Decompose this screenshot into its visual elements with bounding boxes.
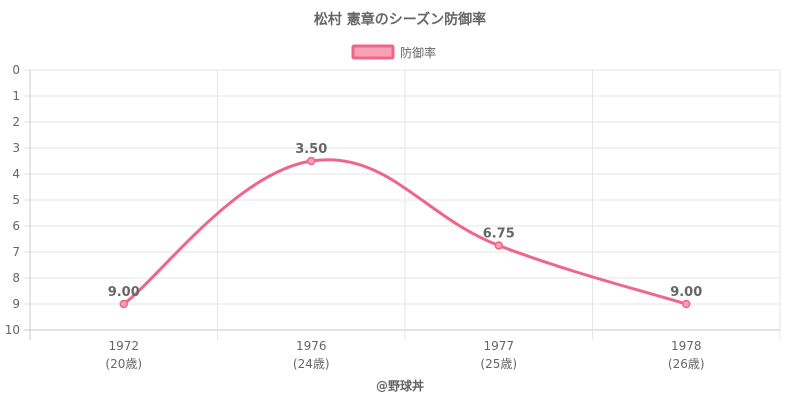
- y-tick-label: 9: [12, 297, 20, 311]
- legend-label-era[interactable]: 防御率: [400, 45, 436, 60]
- y-tick-label: 4: [12, 167, 20, 181]
- x-tick-age: (20歳): [105, 357, 142, 371]
- chart-title: 松村 憲章のシーズン防御率: [314, 11, 486, 28]
- y-tick-label: 2: [12, 115, 20, 129]
- y-tick-label: 6: [12, 219, 20, 233]
- data-point[interactable]: [494, 241, 503, 250]
- series-era: [119, 156, 691, 309]
- y-tick-label: 10: [5, 323, 20, 337]
- y-tick-label: 1: [12, 89, 20, 103]
- data-labels: 9.00 3.50 6.75 9.00: [108, 142, 703, 300]
- series-line-era: [122, 158, 687, 306]
- data-label: 9.00: [670, 285, 702, 300]
- data-label: 9.00: [108, 285, 140, 300]
- x-tick-year: 1978: [671, 339, 702, 353]
- y-tick-label: 3: [12, 141, 20, 155]
- data-point[interactable]: [119, 299, 128, 309]
- x-tick-age: (24歳): [293, 357, 330, 371]
- data-label: 6.75: [483, 227, 515, 242]
- x-axis: 1972 (20歳) 1976 (24歳) 1977 (25歳) 1978 (26歳): [105, 339, 704, 371]
- x-tick-year: 1977: [483, 339, 514, 353]
- x-tick-age: (25歳): [480, 357, 517, 371]
- legend-swatch[interactable]: [351, 44, 395, 60]
- y-tick-label: 5: [12, 193, 20, 207]
- y-tick-label: 7: [12, 245, 20, 259]
- x-tick-age: (26歳): [668, 357, 705, 371]
- grid-lines: [24, 69, 781, 340]
- y-tick-label: 8: [12, 271, 20, 285]
- legend[interactable]: 防御率: [351, 44, 436, 60]
- y-tick-label: 0: [12, 63, 20, 77]
- data-label: 3.50: [295, 142, 327, 157]
- credit-label: @野球丼: [376, 378, 424, 393]
- x-tick-year: 1976: [296, 339, 327, 353]
- data-point[interactable]: [682, 299, 691, 309]
- y-axis: 0 1 2 3 4 5 6 7 8 9 10: [5, 63, 20, 337]
- x-tick-year: 1972: [108, 339, 139, 353]
- data-point[interactable]: [307, 156, 316, 166]
